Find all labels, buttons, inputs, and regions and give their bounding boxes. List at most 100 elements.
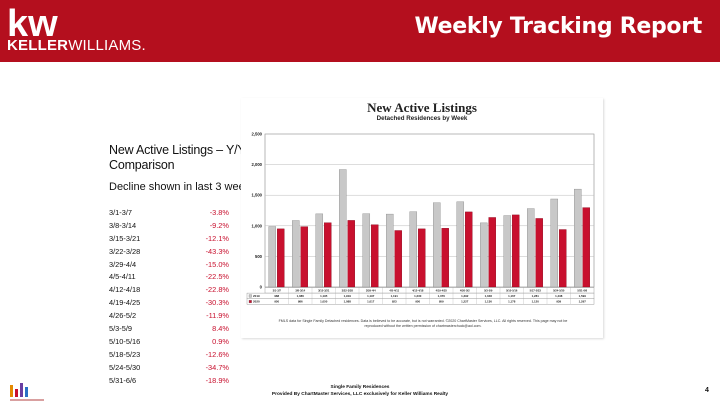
yoy-change: -34.7% xyxy=(205,362,229,372)
footer-line-1: Single Family Residences xyxy=(330,385,390,390)
yoy-period: 4/12-4/18 xyxy=(109,285,141,295)
bar-2019 xyxy=(480,222,488,288)
data-label: 1,227 xyxy=(461,300,469,304)
bar-2019 xyxy=(456,201,465,288)
bar-2019 xyxy=(362,213,371,288)
yoy-change: -30.3% xyxy=(205,298,229,308)
data-label: 1,086 xyxy=(297,294,305,298)
yoy-row: 3/1-3/7 -3.8% xyxy=(109,207,229,220)
bar-2019 xyxy=(550,198,559,288)
bar-2020 xyxy=(347,220,355,288)
yoy-period: 4/26-5/2 xyxy=(109,311,137,321)
yoy-change: -22.5% xyxy=(205,272,229,282)
data-label: 1,017 xyxy=(367,300,375,304)
data-label: 1,195 xyxy=(320,294,328,298)
y-tick-label: 1,500 xyxy=(252,193,263,198)
chart-title: New Active Listings xyxy=(367,100,477,115)
data-label: 939 xyxy=(556,300,561,304)
data-label: 1,392 xyxy=(461,294,469,298)
data-label: 1,136 xyxy=(485,300,493,304)
yoy-period: 3/29-4/4 xyxy=(109,259,137,269)
data-label: 1,120 xyxy=(532,300,540,304)
y-tick-label: 500 xyxy=(255,254,263,259)
x-tick-label: 5/24-5/30 xyxy=(553,289,565,293)
yoy-change: -15.0% xyxy=(205,259,229,269)
bar-2020 xyxy=(371,224,379,288)
data-label: 1,167 xyxy=(508,294,516,298)
bar-2019 xyxy=(268,226,277,288)
yoy-change: -3.8% xyxy=(209,208,229,217)
bar-2019 xyxy=(292,220,300,288)
bar-2020 xyxy=(559,229,567,288)
y-tick-label: 2,000 xyxy=(252,162,263,167)
yoy-period: 5/10-5/16 xyxy=(109,336,141,346)
bar-2019 xyxy=(386,213,394,288)
data-label: 1,599 xyxy=(579,294,587,298)
chart-panel: New Active Listings Detached Residences … xyxy=(241,98,603,338)
footer-text: Single Family Residences Provided By Cha… xyxy=(200,384,520,398)
data-label: 1,297 xyxy=(579,300,587,304)
bar-2019 xyxy=(339,169,347,288)
yoy-row: 4/19-4/25 -30.3% xyxy=(109,297,229,310)
yoy-list: 3/1-3/7 -3.8% 3/8-3/14 -9.2% 3/15-3/21 -12.1%… xyxy=(109,207,229,387)
x-tick-label: 4/26-5/2 xyxy=(460,289,470,293)
yoy-row: 3/15-3/21 -12.1% xyxy=(109,233,229,246)
bar-2020 xyxy=(394,230,402,288)
bar-2019 xyxy=(503,215,512,288)
bar-2020 xyxy=(512,214,520,288)
footer-line-2: Provided By ChartMaster Services, LLC ex… xyxy=(271,392,449,397)
yoy-row: 3/29-4/4 -15.0% xyxy=(109,259,229,272)
page-title: Weekly Tracking Report xyxy=(414,14,702,39)
yoy-period: 5/18-5/23 xyxy=(109,349,141,359)
data-label: 986 xyxy=(298,300,303,304)
data-table-row xyxy=(246,298,595,305)
yoy-row: 4/12-4/18 -22.8% xyxy=(109,284,229,297)
yoy-change: -12.1% xyxy=(205,233,229,243)
data-label: 1,376 xyxy=(438,294,446,298)
x-tick-label: 5/17-5/23 xyxy=(530,289,542,293)
header-bar: kw KELLERWILLIAMS. Weekly Tracking Repor… xyxy=(0,0,720,62)
left-subheading: Decline shown in last 3 weeks xyxy=(109,181,256,193)
yoy-period: 5/3-5/9 xyxy=(109,324,133,334)
data-label: 950 xyxy=(274,300,279,304)
footer-logo-icon xyxy=(10,383,44,401)
y-tick-label: 2,500 xyxy=(252,132,263,137)
yoy-row: 5/24-5/30 -34.7% xyxy=(109,362,229,375)
legend-label: 2019 xyxy=(253,294,260,298)
x-tick-label: 3/1-3/7 xyxy=(273,289,282,293)
data-label: 1,281 xyxy=(532,294,540,298)
bar-2020 xyxy=(300,226,308,288)
footnote-line-2: reproduced without the written permissio… xyxy=(364,324,482,328)
yoy-change: -43.3% xyxy=(205,246,229,256)
data-label: 1,438 xyxy=(555,294,563,298)
yoy-change: -11.9% xyxy=(206,311,229,321)
legend-label: 2020 xyxy=(253,300,260,304)
yoy-change: -18.9% xyxy=(205,375,229,385)
data-label: 923 xyxy=(392,300,397,304)
yoy-period: 3/8-3/14 xyxy=(109,220,137,230)
yoy-period: 3/22-3/28 xyxy=(109,246,141,256)
data-label: 1,197 xyxy=(367,294,375,298)
x-tick-label: 4/12-4/18 xyxy=(412,289,424,293)
y-tick-label: 1,000 xyxy=(252,223,263,228)
kw-logo-icon: kw xyxy=(7,6,58,40)
data-label: 950 xyxy=(415,300,420,304)
plot-area xyxy=(264,133,595,288)
bar-2020 xyxy=(418,228,426,288)
chart-footnote: FMLS data for Single Family Detached res… xyxy=(251,319,595,329)
x-tick-label: 3/22-3/28 xyxy=(342,289,354,293)
bar-2019 xyxy=(527,208,535,288)
left-heading: New Active Listings – Y/Y Comparison xyxy=(109,143,246,172)
legend-swatch xyxy=(248,300,252,304)
yoy-period: 4/5-4/11 xyxy=(109,272,136,282)
bar-2020 xyxy=(324,222,332,288)
yoy-row: 3/8-3/14 -9.2% xyxy=(109,220,229,233)
yoy-change: 8.4% xyxy=(212,324,229,334)
yoy-period: 3/1-3/7 xyxy=(109,208,133,217)
bar-2019 xyxy=(315,213,324,288)
data-label: 988 xyxy=(274,294,279,298)
bar-2020 xyxy=(441,228,449,288)
y-tick-label: 0 xyxy=(260,285,263,290)
bar-2019 xyxy=(409,211,418,288)
brand-thin: WILLIAMS. xyxy=(68,37,146,54)
